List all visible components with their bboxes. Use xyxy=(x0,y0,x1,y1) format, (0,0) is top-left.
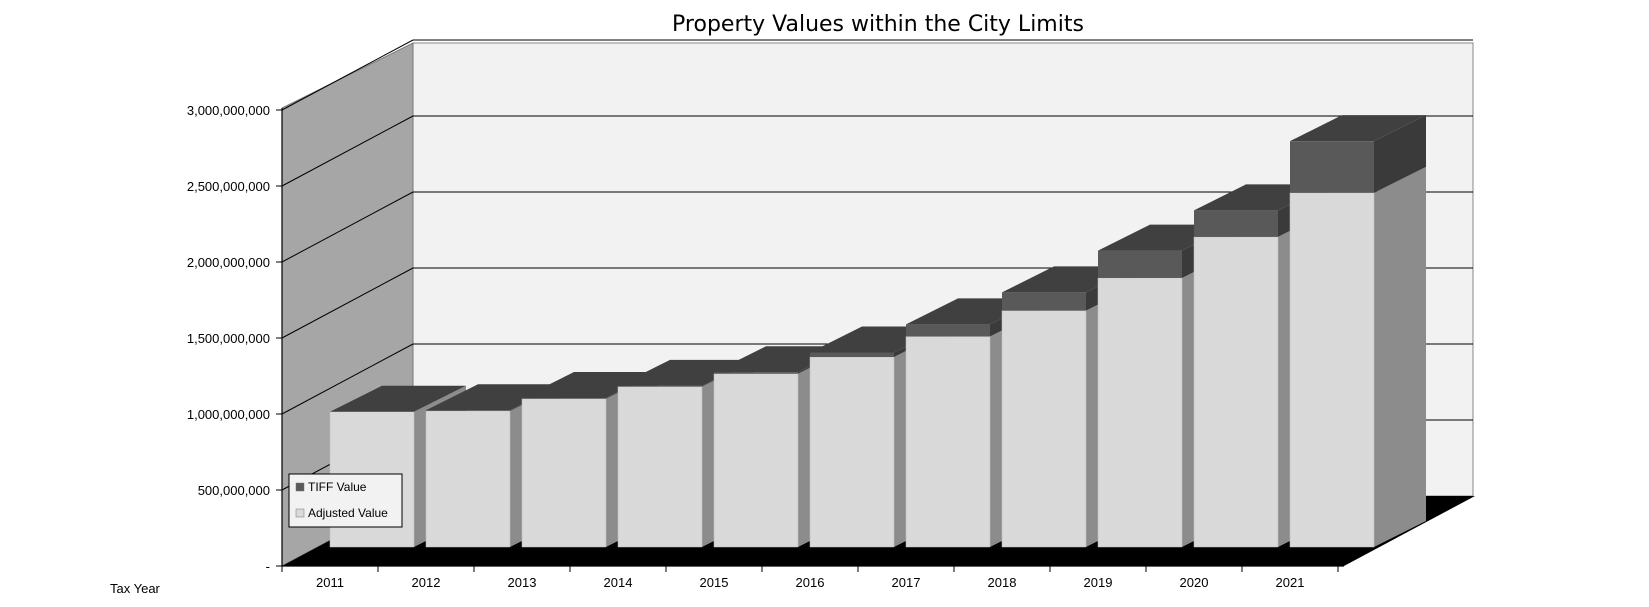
bar-adjusted-value xyxy=(1001,310,1087,548)
bar-adjusted-value xyxy=(1193,236,1279,548)
chart-title: Property Values within the City Limits xyxy=(672,12,1084,37)
legend-swatch xyxy=(295,482,305,492)
bar-group-2021 xyxy=(1289,115,1426,548)
legend-swatch xyxy=(295,508,305,518)
x-tick-label: 2019 xyxy=(1084,575,1113,590)
bar-top xyxy=(1290,115,1426,142)
x-tick-label: 2017 xyxy=(892,575,921,590)
x-tick-label: 2012 xyxy=(412,575,441,590)
legend: TIFF Value Adjusted Value xyxy=(288,473,403,528)
bar-adjusted-value xyxy=(521,398,607,548)
bar-tiff-value xyxy=(426,410,510,411)
bar-adjusted-value xyxy=(1289,192,1375,548)
y-tick-label: 1,500,000,000 xyxy=(187,331,270,346)
bars xyxy=(329,115,1426,548)
x-tick-label: 2015 xyxy=(700,575,729,590)
bar-tiff-value xyxy=(906,324,990,337)
y-tick-label: 1,000,000,000 xyxy=(187,407,270,422)
x-tick-label: 2020 xyxy=(1180,575,1209,590)
bar-top xyxy=(426,384,562,411)
x-tick-label: 2016 xyxy=(796,575,825,590)
bar-tiff-value xyxy=(522,398,606,399)
bar-tiff-value xyxy=(714,372,798,374)
legend-box xyxy=(288,473,403,528)
bar-side-adjusted xyxy=(1374,166,1426,547)
x-axis-title: Tax Year xyxy=(110,581,161,596)
bar-adjusted-value xyxy=(617,386,703,548)
bar-adjusted-value xyxy=(425,410,511,548)
y-tick-label: 2,000,000,000 xyxy=(187,255,270,270)
bar-top xyxy=(522,372,658,399)
bar-tiff-value xyxy=(618,385,702,387)
bar-adjusted-value xyxy=(1097,277,1183,548)
gridline-side xyxy=(281,191,414,263)
bar-tiff-value xyxy=(1290,141,1374,193)
bar-top xyxy=(618,359,754,386)
y-tick-label: 3,000,000,000 xyxy=(187,103,270,118)
bar-adjusted-value xyxy=(713,373,799,548)
y-tick-label: - xyxy=(266,559,270,574)
gridline-side xyxy=(281,267,414,339)
x-tick-label: 2011 xyxy=(316,575,344,590)
y-tick-label: 500,000,000 xyxy=(198,483,270,498)
x-tick-label: 2018 xyxy=(988,575,1017,590)
x-tick-label: 2014 xyxy=(604,575,633,590)
legend-label: TIFF Value xyxy=(308,480,367,494)
bar-tiff-value xyxy=(1194,210,1278,237)
plot-area: - 500,000,000 1,000,000,000 1,500,000,000 2,… xyxy=(187,39,1475,590)
bar-adjusted-value xyxy=(905,336,991,548)
gridline-side xyxy=(281,115,414,187)
legend-label: Adjusted Value xyxy=(308,506,388,520)
bar-tiff-value xyxy=(810,352,894,357)
y-axis-ticks: - 500,000,000 1,000,000,000 1,500,000,000 2,… xyxy=(187,103,282,574)
x-tick-label: 2021 xyxy=(1276,575,1305,590)
bar-tiff-value xyxy=(1002,292,1086,311)
y-tick-label: 2,500,000,000 xyxy=(187,179,270,194)
bar-top xyxy=(330,385,466,412)
x-tick-label: 2013 xyxy=(508,575,537,590)
gridline-side xyxy=(281,39,414,111)
bar-side-tiff xyxy=(1374,115,1426,193)
gridline-side xyxy=(281,343,414,415)
bar-tiff-value xyxy=(1098,250,1182,278)
bar-adjusted-value xyxy=(809,356,895,548)
